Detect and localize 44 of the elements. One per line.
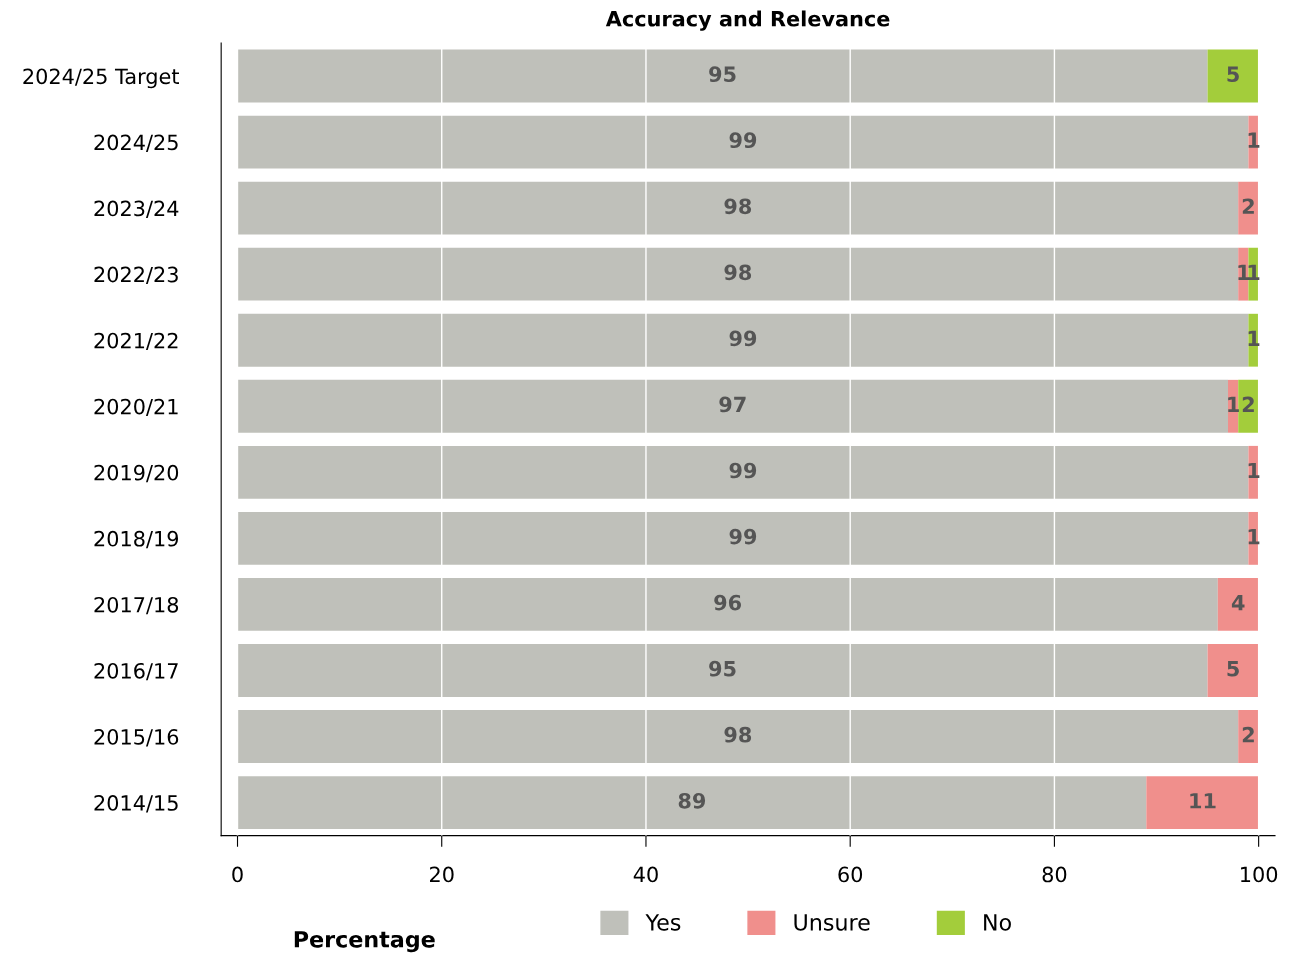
data-label: 96 bbox=[714, 594, 742, 611]
x-tick-label: 80 bbox=[1042, 866, 1067, 883]
data-label: 98 bbox=[724, 264, 752, 281]
y-tick-label: 2023/24 bbox=[94, 200, 179, 218]
data-label: 95 bbox=[709, 66, 736, 83]
legend-label: Unsure bbox=[794, 914, 870, 931]
y-tick-label: 2020/21 bbox=[94, 398, 178, 417]
x-tick-label: 0 bbox=[232, 866, 243, 883]
y-tick-label: 2018/19 bbox=[94, 530, 179, 549]
data-label: 95 bbox=[709, 660, 736, 677]
data-label: 2 bbox=[1242, 396, 1254, 413]
y-tick-label: 2017/18 bbox=[94, 596, 179, 615]
y-tick-label: 2024/25 Target bbox=[23, 68, 179, 89]
data-label: 5 bbox=[1227, 661, 1239, 677]
legend-label: Yes bbox=[645, 914, 681, 931]
data-label: 4 bbox=[1231, 595, 1245, 611]
data-label: 99 bbox=[729, 462, 757, 479]
data-label: 1 bbox=[1228, 396, 1239, 413]
x-tick-label: 40 bbox=[633, 866, 658, 883]
x-axis-title: Percentage bbox=[294, 931, 435, 953]
data-label: 98 bbox=[724, 726, 752, 743]
data-label: 89 bbox=[678, 792, 706, 809]
x-tick-label: 60 bbox=[838, 866, 863, 883]
y-tick-label: 2016/17 bbox=[94, 662, 178, 681]
y-tick-label: 2022/23 bbox=[94, 266, 178, 285]
data-label: 11 bbox=[1190, 793, 1216, 809]
data-label: 2 bbox=[1242, 726, 1254, 743]
y-tick-label: 2019/20 bbox=[94, 464, 179, 483]
data-label: 1 bbox=[1238, 264, 1250, 280]
data-label: 5 bbox=[1227, 66, 1239, 83]
data-label: 99 bbox=[729, 330, 757, 347]
chart-title: Accuracy and Relevance bbox=[605, 10, 890, 31]
data-label: 99 bbox=[729, 528, 757, 545]
data-label: 98 bbox=[724, 198, 752, 215]
y-tick-label: 2015/16 bbox=[94, 729, 179, 747]
y-tick-label: 2021/22 bbox=[94, 332, 178, 351]
y-tick-label: 2024/25 bbox=[94, 134, 178, 152]
x-tick-label: 20 bbox=[430, 866, 454, 883]
y-tick-label: 2014/15 bbox=[94, 795, 178, 813]
data-label: 99 bbox=[729, 132, 757, 149]
x-tick-label: 100 bbox=[1241, 866, 1278, 883]
data-label: 2 bbox=[1242, 198, 1254, 214]
data-label: 97 bbox=[719, 396, 746, 413]
legend-label: No bbox=[984, 914, 1011, 931]
